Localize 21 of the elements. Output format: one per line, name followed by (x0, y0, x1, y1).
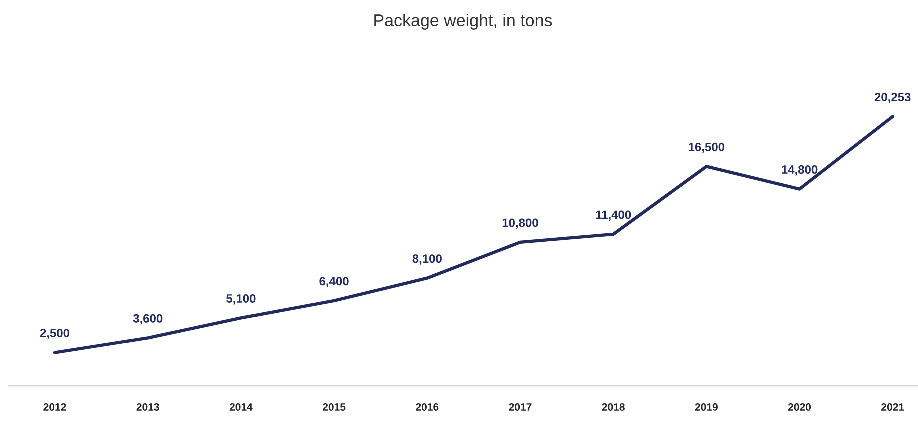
x-tick-label: 2019 (695, 404, 718, 411)
data-label: 10,800 (502, 218, 538, 229)
x-tick-label: 2014 (230, 404, 253, 411)
x-tick-label: 2013 (136, 404, 160, 411)
x-tick-label: 2012 (44, 404, 66, 411)
x-tick-label: 2021 (882, 404, 904, 411)
x-tick-label: 2015 (322, 404, 346, 411)
x-tick-label: 2020 (788, 404, 812, 411)
data-label: 6,400 (320, 277, 349, 288)
data-label: 2,500 (40, 329, 70, 340)
data-label: 14,800 (782, 166, 818, 176)
chart-title: Package weight, in tons (374, 14, 552, 30)
data-label: 5,100 (226, 294, 256, 305)
data-label: 11,400 (596, 210, 632, 221)
data-label: 8,100 (412, 254, 442, 265)
data-label: 20,253 (874, 93, 911, 104)
x-tick-label: 2017 (509, 404, 532, 411)
x-tick-label: 2016 (416, 404, 439, 411)
data-label: 16,500 (689, 142, 725, 154)
x-tick-label: 2018 (602, 404, 625, 411)
data-label: 3,600 (133, 314, 163, 325)
